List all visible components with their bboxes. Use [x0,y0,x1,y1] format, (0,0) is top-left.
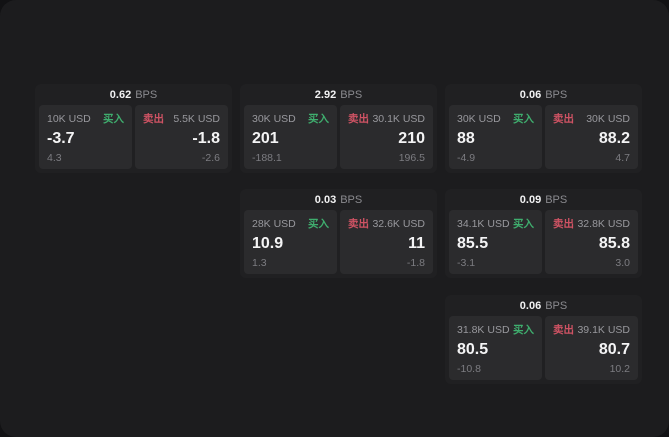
spread-value: 2.92 [314,88,337,101]
buy-amount: 30K USD [457,112,501,125]
sell-tile[interactable]: 卖出 32.6K USD 11 -1.8 [340,210,433,274]
buy-amount: 31.8K USD [457,323,510,336]
buy-amount: 34.1K USD [457,217,510,230]
sell-label: 卖出 [143,113,164,125]
buy-tile[interactable]: 34.1K USD 买入 85.5 -3.1 [449,210,542,274]
buy-delta: 1.3 [252,257,267,269]
spread-unit: BPS [340,88,363,101]
sell-label: 卖出 [553,324,574,336]
buy-price: 88 [457,130,475,147]
buy-tile[interactable]: 28K USD 买入 10.9 1.3 [244,210,337,274]
sell-amount: 30K USD [586,112,630,125]
buy-price: -3.7 [47,130,75,147]
sell-label: 卖出 [553,113,574,125]
buy-delta: 4.3 [47,152,62,164]
spread-unit: BPS [545,193,568,206]
spread-value: 0.06 [519,299,542,312]
spread-unit: BPS [135,88,158,101]
sell-price: -1.8 [192,130,220,147]
buy-tile[interactable]: 30K USD 买入 88 -4.9 [449,105,542,169]
sell-delta: 3.0 [615,257,630,269]
sell-price: 85.8 [598,235,630,252]
sell-tile[interactable]: 卖出 39.1K USD 80.7 10.2 [545,316,638,380]
spread-header: 2.92 BPS [244,87,433,102]
sell-price: 88.2 [598,130,630,147]
quote-card: 0.06 BPS 31.8K USD 买入 80.5 -10.8 卖出 39.1… [445,295,642,384]
buy-delta: -3.1 [457,257,476,269]
sell-delta: 196.5 [398,152,425,164]
spread-header: 0.62 BPS [39,87,228,102]
buy-tile[interactable]: 30K USD 买入 201 -188.1 [244,105,337,169]
sell-delta: -1.8 [406,257,425,269]
sell-amount: 30.1K USD [372,112,425,125]
spread-header: 0.06 BPS [449,298,638,313]
buy-label: 买入 [308,218,329,230]
sell-price: 80.7 [598,341,630,358]
sell-amount: 32.8K USD [577,217,630,230]
buy-label: 买入 [308,113,329,125]
spread-header: 0.09 BPS [449,192,638,207]
sell-price: 210 [398,130,425,147]
sell-amount: 5.5K USD [173,112,220,125]
sell-label: 卖出 [348,218,369,230]
spread-value: 0.09 [519,193,542,206]
sell-tile[interactable]: 卖出 30K USD 88.2 4.7 [545,105,638,169]
buy-delta: -188.1 [252,152,282,164]
sell-label: 卖出 [348,113,369,125]
sell-delta: -2.6 [201,152,220,164]
quote-card: 2.92 BPS 30K USD 买入 201 -188.1 卖出 30.1K … [240,84,437,173]
spread-value: 0.03 [314,193,337,206]
buy-price: 80.5 [457,341,489,358]
buy-tile[interactable]: 10K USD 买入 -3.7 4.3 [39,105,132,169]
quote-card: 0.06 BPS 30K USD 买入 88 -4.9 卖出 30K USD 8… [445,84,642,173]
buy-delta: -4.9 [457,152,476,164]
buy-price: 10.9 [252,235,284,252]
spread-value: 0.06 [519,88,542,101]
buy-amount: 10K USD [47,112,91,125]
spread-value: 0.62 [109,88,132,101]
buy-amount: 30K USD [252,112,296,125]
buy-price: 85.5 [457,235,489,252]
spread-unit: BPS [340,193,363,206]
spread-unit: BPS [545,88,568,101]
sell-amount: 39.1K USD [577,323,630,336]
sell-amount: 32.6K USD [372,217,425,230]
sell-price: 11 [408,235,425,252]
buy-price: 201 [252,130,279,147]
buy-delta: -10.8 [457,363,481,375]
sell-tile[interactable]: 卖出 30.1K USD 210 196.5 [340,105,433,169]
spread-header: 0.06 BPS [449,87,638,102]
sell-delta: 10.2 [609,363,630,375]
buy-amount: 28K USD [252,217,296,230]
quote-card: 0.03 BPS 28K USD 买入 10.9 1.3 卖出 32.6K US… [240,189,437,278]
spread-header: 0.03 BPS [244,192,433,207]
sell-tile[interactable]: 卖出 32.8K USD 85.8 3.0 [545,210,638,274]
sell-tile[interactable]: 卖出 5.5K USD -1.8 -2.6 [135,105,228,169]
buy-label: 买入 [513,218,534,230]
spread-unit: BPS [545,299,568,312]
quote-card: 0.62 BPS 10K USD 买入 -3.7 4.3 卖出 5.5K USD… [35,84,232,173]
quote-card: 0.09 BPS 34.1K USD 买入 85.5 -3.1 卖出 32.8K… [445,189,642,278]
sell-delta: 4.7 [615,152,630,164]
buy-tile[interactable]: 31.8K USD 买入 80.5 -10.8 [449,316,542,380]
buy-label: 买入 [513,324,534,336]
buy-label: 买入 [103,113,124,125]
buy-label: 买入 [513,113,534,125]
sell-label: 卖出 [553,218,574,230]
